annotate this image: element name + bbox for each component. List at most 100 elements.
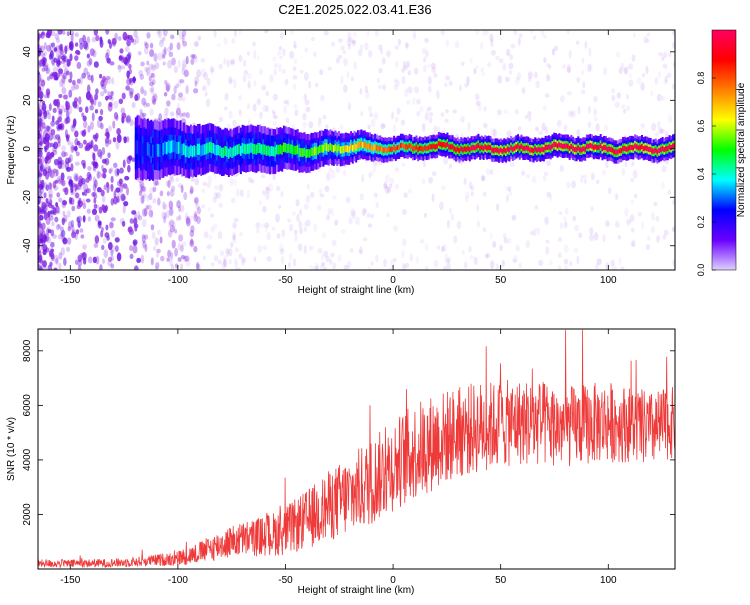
signal-cell (671, 143, 674, 149)
noise-speck (50, 59, 55, 65)
signal-cell (456, 146, 459, 152)
noise-speck (306, 183, 310, 190)
signal-cell (425, 145, 428, 151)
noise-speck (480, 175, 486, 182)
signal-cell (465, 146, 468, 152)
noise-speck (272, 56, 277, 62)
noise-speck (87, 165, 92, 171)
noise-speck (441, 185, 447, 191)
noise-speck (49, 42, 53, 52)
noise-speck (208, 234, 213, 240)
noise-speck (310, 191, 315, 198)
noise-speck (273, 115, 278, 120)
noise-speck (165, 210, 171, 219)
signal-cell (362, 141, 365, 149)
signal-cell (296, 144, 299, 154)
noise-speck (150, 72, 154, 78)
signal-cell (647, 146, 650, 152)
noise-speck (107, 39, 111, 44)
noise-speck (39, 185, 44, 194)
noise-speck (351, 40, 356, 47)
noise-speck (39, 111, 44, 120)
noise-speck (292, 258, 297, 267)
noise-speck (303, 203, 309, 210)
noise-speck (189, 239, 195, 248)
noise-speck (122, 136, 128, 141)
noise-speck (521, 170, 526, 176)
signal-cell (169, 141, 172, 154)
noise-speck (450, 213, 454, 221)
noise-speck (320, 94, 325, 102)
noise-speck (386, 186, 392, 193)
noise-speck (370, 118, 376, 128)
y-tick-label: 4000 (22, 448, 33, 471)
noise-speck (156, 229, 161, 236)
noise-speck (431, 67, 436, 74)
noise-speck (605, 161, 609, 169)
noise-speck (177, 78, 182, 87)
noise-speck (261, 223, 265, 229)
noise-speck (163, 212, 167, 220)
noise-speck (67, 226, 71, 232)
noise-speck (131, 157, 136, 162)
noise-speck (76, 78, 81, 84)
noise-speck (431, 171, 437, 177)
noise-speck (105, 76, 111, 81)
noise-speck (171, 263, 175, 270)
noise-speck (631, 54, 636, 62)
noise-speck (213, 30, 217, 38)
noise-speck (65, 133, 71, 140)
noise-speck (490, 260, 495, 270)
snr-marks (38, 329, 675, 569)
signal-cell (305, 149, 308, 158)
signal-cell (498, 148, 501, 154)
noise-speck (656, 93, 662, 102)
noise-speck (374, 111, 379, 117)
noise-speck (238, 94, 243, 101)
signal-cell (229, 146, 232, 157)
noise-speck (618, 67, 623, 75)
noise-speck (444, 109, 449, 114)
noise-speck (124, 116, 130, 123)
noise-speck (664, 75, 668, 83)
noise-speck (96, 187, 102, 193)
noise-speck (133, 30, 138, 38)
noise-speck (546, 74, 551, 82)
noise-speck (445, 39, 449, 48)
noise-speck (108, 138, 112, 145)
noise-speck (502, 62, 507, 71)
noise-speck (401, 67, 405, 74)
noise-speck (470, 185, 475, 191)
noise-speck (448, 163, 453, 169)
noise-speck (70, 219, 74, 228)
noise-speck (563, 244, 569, 253)
noise-speck (288, 223, 294, 232)
noise-speck (126, 156, 132, 165)
noise-speck (145, 205, 150, 210)
noise-speck (493, 128, 497, 138)
noise-speck (50, 241, 55, 248)
noise-speck (142, 239, 147, 247)
noise-speck (38, 120, 41, 129)
signal-cell (381, 146, 384, 153)
signal-cell (270, 146, 273, 156)
noise-speck (485, 253, 491, 258)
signal-cell (253, 144, 256, 155)
signal-cell (546, 144, 549, 150)
noise-speck (62, 237, 68, 245)
signal-cell (441, 142, 444, 148)
noise-speck (79, 184, 83, 191)
noise-speck (100, 122, 104, 130)
noise-speck (184, 212, 189, 221)
noise-speck (211, 67, 215, 73)
noise-speck (47, 210, 51, 218)
noise-speck (253, 80, 257, 87)
noise-speck (386, 50, 391, 58)
signal-cell (358, 141, 361, 149)
noise-speck (548, 65, 552, 70)
y-tick-label: -20 (22, 190, 33, 205)
noise-speck (132, 245, 138, 254)
noise-speck (416, 110, 421, 117)
signal-cell (286, 143, 289, 154)
noise-speck (116, 252, 122, 262)
